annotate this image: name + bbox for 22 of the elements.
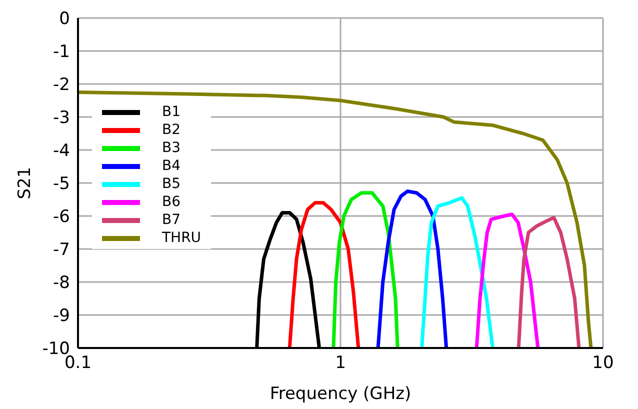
legend-label: B6 [162,194,181,210]
y-tick-label: -4 [53,141,70,162]
x-tick-label: 1 [335,353,346,374]
y-tick-label: -2 [53,75,70,96]
x-axis-title: Frequency (GHz) [270,384,412,404]
y-tick-label: -7 [53,240,70,260]
y-tick-label: -1 [53,42,70,62]
y-tick-label: -5 [53,174,70,194]
legend-label: B4 [162,158,181,174]
y-axis-title: S21 [15,166,36,200]
legend-label: B7 [162,212,181,228]
y-tick-label: -8 [53,273,70,294]
legend-label: THRU [162,230,202,246]
x-tick-label: 10 [592,353,614,374]
legend-label: B1 [162,104,181,120]
y-tick-label: -3 [53,108,70,128]
y-tick-label: -9 [53,306,70,326]
y-tick-label: -6 [53,207,70,228]
y-tick-label: 0 [59,9,70,30]
legend-label: B3 [162,140,181,156]
legend-label: B2 [162,122,181,138]
legend-label: B5 [162,176,181,192]
